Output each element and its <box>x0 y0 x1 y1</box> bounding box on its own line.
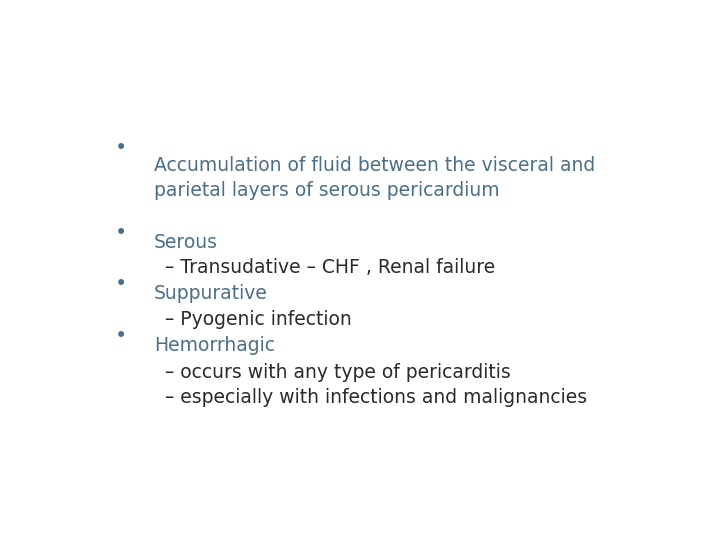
Text: – Pyogenic infection: – Pyogenic infection <box>166 310 352 329</box>
Text: •: • <box>114 223 127 243</box>
Text: •: • <box>114 326 127 346</box>
Text: Hemorrhagic: Hemorrhagic <box>154 336 275 355</box>
Text: – occurs with any type of pericarditis: – occurs with any type of pericarditis <box>166 362 511 382</box>
Text: Suppurative: Suppurative <box>154 285 268 303</box>
Text: – Transudative – CHF , Renal failure: – Transudative – CHF , Renal failure <box>166 258 495 277</box>
Text: Serous: Serous <box>154 233 218 252</box>
Text: Accumulation of fluid between the visceral and
parietal layers of serous pericar: Accumulation of fluid between the viscer… <box>154 156 595 200</box>
Text: – especially with infections and malignancies: – especially with infections and maligna… <box>166 388 588 407</box>
Text: •: • <box>114 274 127 294</box>
Text: •: • <box>114 138 127 158</box>
